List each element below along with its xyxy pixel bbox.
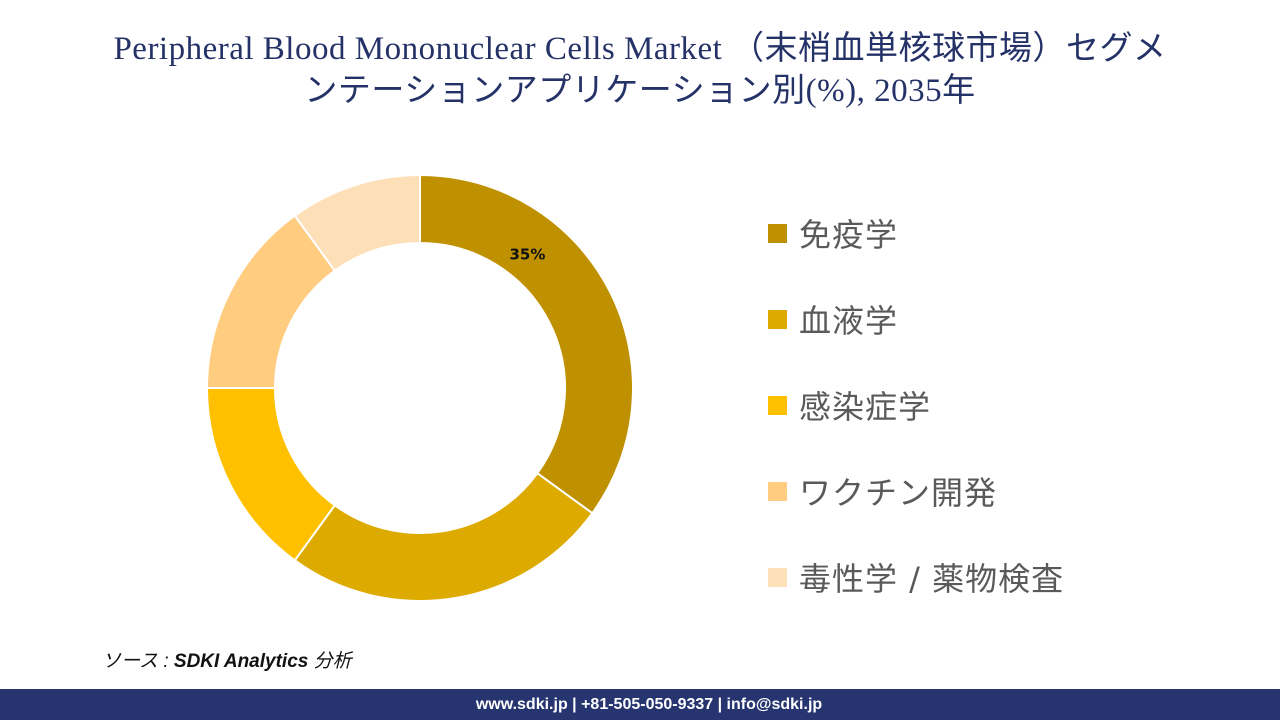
legend-item: 血液学 [768, 276, 1064, 362]
chart-title: Peripheral Blood Mononuclear Cells Marke… [0, 28, 1280, 112]
source-prefix: ソース : [102, 651, 174, 672]
legend-label: ワクチン開発 [799, 474, 998, 512]
legend-swatch-icon [768, 481, 787, 501]
legend-item: ワクチン開発 [768, 448, 1064, 534]
legend-item: 毒性学 / 薬物検査 [768, 534, 1064, 620]
chart-legend: 免疫学 血液学 感染症学 ワクチン開発 毒性学 / 薬物検査 [768, 190, 1064, 620]
donut-slice [293, 173, 421, 273]
slice-value-label: 35% [510, 245, 546, 263]
donut-chart-svg: 35% [205, 173, 634, 602]
chart-title-line-2: ンテーションアプリケーション別(%), 2035年 [304, 73, 976, 109]
donut-slice [419, 173, 634, 515]
legend-item: 免疫学 [768, 190, 1064, 276]
donut-chart: 35% [200, 168, 640, 608]
legend-item: 感染症学 [768, 362, 1064, 448]
legend-label: 免疫学 [799, 216, 899, 254]
source-note: ソース : SDKI Analytics 分析 [102, 646, 352, 673]
legend-label: 毒性学 / 薬物検査 [799, 560, 1065, 598]
legend-label: 感染症学 [799, 388, 932, 426]
legend-swatch-icon [768, 309, 787, 329]
legend-swatch-icon [768, 395, 787, 415]
footer-contact: www.sdki.jp | +81-505-050-9337 | info@sd… [475, 695, 823, 713]
legend-swatch-icon [768, 223, 787, 243]
footer-bar: www.sdki.jp | +81-505-050-9337 | info@sd… [0, 689, 1280, 720]
source-brand: SDKI Analytics [173, 651, 309, 672]
chart-title-line-1: Peripheral Blood Mononuclear Cells Marke… [113, 31, 1167, 67]
source-suffix: 分析 [308, 651, 352, 672]
legend-label: 血液学 [799, 302, 899, 340]
donut-slice [293, 471, 594, 602]
legend-swatch-icon [768, 567, 787, 587]
